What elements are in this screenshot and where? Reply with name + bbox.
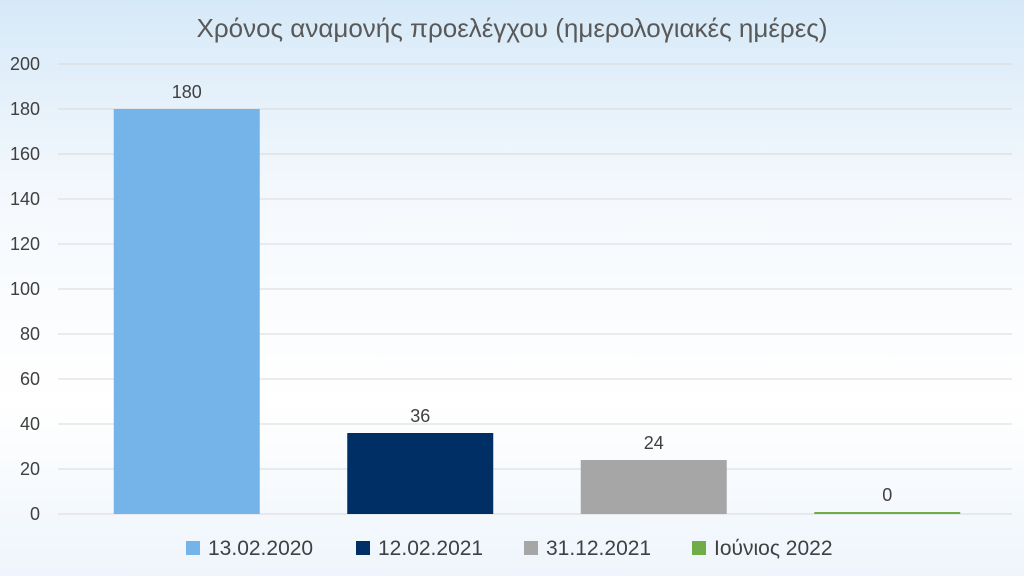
bar <box>814 512 961 514</box>
data-label: 180 <box>172 82 202 102</box>
y-tick-label: 40 <box>20 414 40 434</box>
y-tick-label: 140 <box>10 189 40 209</box>
bars <box>113 109 961 514</box>
y-axis-ticks: 0 20 40 60 80 100 120 140 160 180 200 <box>10 54 40 524</box>
data-label: 24 <box>644 433 664 453</box>
y-tick-label: 200 <box>10 54 40 74</box>
legend: 13.02.2020 12.02.2021 31.12.2021 Ιούνιος 20… <box>186 537 833 560</box>
data-label: 0 <box>882 485 892 505</box>
y-tick-label: 60 <box>20 369 40 389</box>
y-tick-label: 180 <box>10 99 40 119</box>
legend-swatch <box>692 541 706 555</box>
data-labels: 180 36 24 0 <box>172 82 893 505</box>
bar <box>113 109 260 514</box>
y-tick-label: 100 <box>10 279 40 299</box>
y-tick-label: 120 <box>10 234 40 254</box>
legend-swatch <box>524 541 538 555</box>
data-label: 36 <box>410 406 430 426</box>
legend-swatch <box>186 541 200 555</box>
y-tick-label: 0 <box>30 504 40 524</box>
legend-item-label: 12.02.2021 <box>378 537 483 560</box>
bar <box>580 460 727 514</box>
legend-item-label: 13.02.2020 <box>208 537 313 560</box>
legend-swatch <box>356 541 370 555</box>
legend-item-label: Ιούνιος 2022 <box>714 537 833 560</box>
chart-title: Χρόνος αναμονής προελέγχου (ημερολογιακέ… <box>196 13 827 43</box>
y-tick-label: 80 <box>20 324 40 344</box>
legend-item-label: 31.12.2021 <box>546 537 651 560</box>
bar <box>347 433 494 514</box>
y-tick-label: 20 <box>20 459 40 479</box>
y-tick-label: 160 <box>10 144 40 164</box>
